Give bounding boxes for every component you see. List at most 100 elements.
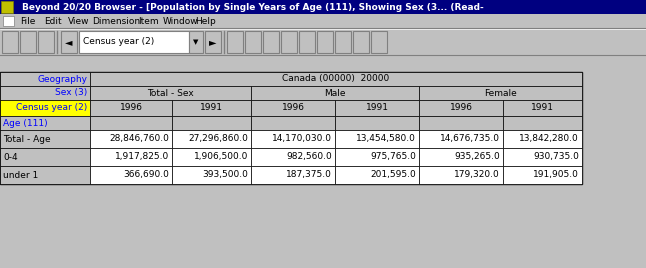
Bar	[251, 100, 335, 116]
Bar	[335, 31, 351, 53]
Bar	[0, 148, 90, 166]
Bar	[353, 31, 369, 53]
Text: under 1: under 1	[3, 170, 38, 180]
Bar	[335, 100, 419, 116]
Bar	[0, 29, 646, 55]
Text: ◄: ◄	[65, 37, 73, 47]
Bar	[90, 116, 172, 130]
Text: 14,676,735.0: 14,676,735.0	[440, 135, 500, 143]
Text: Total - Sex: Total - Sex	[147, 88, 194, 98]
Bar	[503, 148, 582, 166]
Bar	[172, 166, 251, 184]
Bar	[503, 130, 582, 148]
Text: 1,917,825.0: 1,917,825.0	[115, 152, 169, 162]
Text: 1996: 1996	[282, 103, 304, 113]
Text: 28,846,760.0: 28,846,760.0	[109, 135, 169, 143]
Bar	[251, 166, 335, 184]
Bar	[2, 31, 18, 53]
Text: 201,595.0: 201,595.0	[370, 170, 416, 180]
Bar	[419, 130, 503, 148]
Text: 1996: 1996	[450, 103, 472, 113]
Bar	[419, 86, 582, 100]
Bar	[20, 31, 36, 53]
Bar	[335, 116, 419, 130]
Text: 191,905.0: 191,905.0	[533, 170, 579, 180]
Bar	[419, 166, 503, 184]
Bar	[0, 14, 646, 28]
Bar	[3, 16, 14, 26]
Bar	[251, 148, 335, 166]
Text: 935,265.0: 935,265.0	[454, 152, 500, 162]
Text: Census year (2): Census year (2)	[83, 38, 154, 47]
Text: 1996: 1996	[120, 103, 143, 113]
Text: 982,560.0: 982,560.0	[286, 152, 332, 162]
Text: Dimension: Dimension	[92, 17, 140, 25]
Bar	[419, 148, 503, 166]
Bar	[227, 31, 243, 53]
Bar	[245, 31, 261, 53]
Text: Geography: Geography	[37, 75, 87, 84]
Text: Age (111): Age (111)	[3, 118, 48, 128]
Text: Female: Female	[484, 88, 517, 98]
Text: Beyond 20/20 Browser - [Population by Single Years of Age (111), Showing Sex (3.: Beyond 20/20 Browser - [Population by Si…	[22, 2, 484, 12]
Text: Total - Age: Total - Age	[3, 135, 50, 143]
Bar	[335, 130, 419, 148]
Bar	[0, 100, 90, 116]
Text: 1991: 1991	[366, 103, 388, 113]
Text: 187,375.0: 187,375.0	[286, 170, 332, 180]
Bar	[0, 130, 90, 148]
Bar	[0, 166, 90, 184]
Bar	[61, 31, 77, 53]
Bar	[172, 130, 251, 148]
Text: Census year (2): Census year (2)	[16, 103, 87, 113]
Bar	[299, 31, 315, 53]
Bar	[503, 116, 582, 130]
Bar	[251, 86, 419, 100]
Text: Item: Item	[138, 17, 159, 25]
Bar	[172, 100, 251, 116]
Text: Sex (3): Sex (3)	[55, 88, 87, 98]
Bar	[281, 31, 297, 53]
Bar	[90, 86, 251, 100]
Text: Window: Window	[163, 17, 198, 25]
Bar	[189, 31, 203, 53]
Text: 0-4: 0-4	[3, 152, 17, 162]
Bar	[90, 166, 172, 184]
Text: 393,500.0: 393,500.0	[202, 170, 248, 180]
Bar	[90, 100, 172, 116]
Text: Male: Male	[324, 88, 346, 98]
Text: 27,296,860.0: 27,296,860.0	[188, 135, 248, 143]
Bar	[0, 72, 90, 86]
Bar	[317, 31, 333, 53]
Bar	[503, 166, 582, 184]
Bar	[251, 116, 335, 130]
Text: View: View	[68, 17, 90, 25]
Text: 1991: 1991	[200, 103, 223, 113]
Bar	[419, 116, 503, 130]
Bar	[0, 116, 90, 130]
Text: 13,454,580.0: 13,454,580.0	[356, 135, 416, 143]
Text: Canada (00000)  20000: Canada (00000) 20000	[282, 75, 390, 84]
Bar	[335, 148, 419, 166]
Bar	[0, 86, 90, 100]
Text: 930,735.0: 930,735.0	[533, 152, 579, 162]
Bar	[335, 166, 419, 184]
Bar	[90, 130, 172, 148]
Bar	[251, 130, 335, 148]
Text: 1991: 1991	[531, 103, 554, 113]
Bar	[205, 31, 221, 53]
Bar	[172, 148, 251, 166]
Text: ▼: ▼	[193, 39, 199, 45]
Text: 179,320.0: 179,320.0	[454, 170, 500, 180]
Text: 14,170,030.0: 14,170,030.0	[272, 135, 332, 143]
Bar	[79, 31, 189, 53]
Text: Edit: Edit	[44, 17, 61, 25]
Bar	[0, 55, 646, 63]
Bar	[503, 100, 582, 116]
Bar	[172, 116, 251, 130]
Text: Help: Help	[196, 17, 216, 25]
Text: 1,906,500.0: 1,906,500.0	[194, 152, 248, 162]
Bar	[0, 0, 646, 14]
Text: 975,765.0: 975,765.0	[370, 152, 416, 162]
Bar	[90, 72, 582, 86]
